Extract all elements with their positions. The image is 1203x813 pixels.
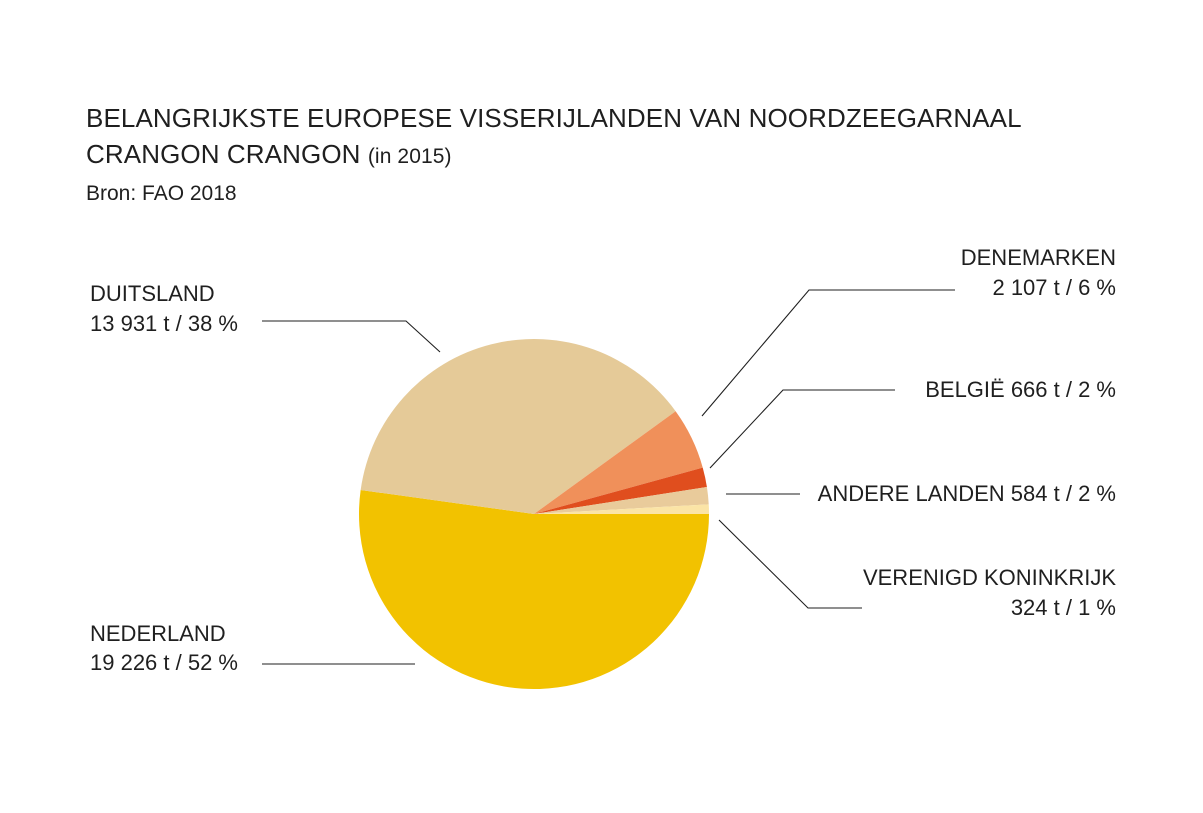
chart-title-year: (in 2015) — [367, 145, 452, 168]
chart-title: BELANGRIJKSTE EUROPESE VISSERIJLANDEN VA… — [86, 100, 1022, 136]
chart-title-block: BELANGRIJKSTE EUROPESE VISSERIJLANDEN VA… — [86, 100, 1022, 211]
slice-label-value-verenigd-koninkrijk: 324 t / 1 % — [1011, 595, 1116, 620]
chart-source: Bron: FAO 2018 — [86, 182, 237, 205]
leader-line-belgie — [709, 389, 895, 469]
leader-line-denemarken — [701, 289, 955, 417]
slice-label-value-nederland: 19 226 t / 52 % — [90, 650, 238, 675]
chart-title-species: CRANGON CRANGON — [86, 139, 361, 169]
pie-slice-duitsland — [360, 339, 676, 514]
slice-label-belgi-: BELGIË 666 t / 2 % — [925, 377, 1116, 402]
slice-label-name-nederland: NEDERLAND — [90, 621, 226, 646]
slice-label-name-denemarken: DENEMARKEN — [961, 245, 1116, 270]
slice-labels: NEDERLAND 19 226 t / 52 % DUITSLAND 13 931 … — [90, 245, 1116, 675]
pie-slice-verenigd-koninkrijk — [534, 504, 709, 514]
leader-line-verenigd-koninkrijk — [718, 519, 862, 609]
slice-label-name-verenigd-koninkrijk: VERENIGD KONINKRIJK — [863, 565, 1116, 590]
slice-label-value-duitsland: 13 931 t / 38 % — [90, 311, 238, 336]
pie-slice-denemarken — [534, 411, 703, 514]
pie-slices — [358, 339, 709, 690]
leader-line-duitsland — [262, 320, 441, 353]
pie-slice-nederland — [358, 489, 709, 690]
slice-label-name-duitsland: DUITSLAND — [90, 281, 215, 306]
slice-label-value-denemarken: 2 107 t / 6 % — [992, 275, 1116, 300]
chart-title-line1: BELANGRIJKSTE EUROPESE VISSERIJLANDEN VA… — [86, 103, 1022, 133]
slice-label-andere-landen: ANDERE LANDEN 584 t / 2 % — [818, 481, 1116, 506]
leader-lines — [262, 289, 955, 665]
pie-slice-andere-landen — [534, 487, 709, 514]
chart-subtitle: CRANGON CRANGON (in 2015) — [86, 136, 1022, 175]
pie-slice-belgi- — [534, 467, 707, 514]
